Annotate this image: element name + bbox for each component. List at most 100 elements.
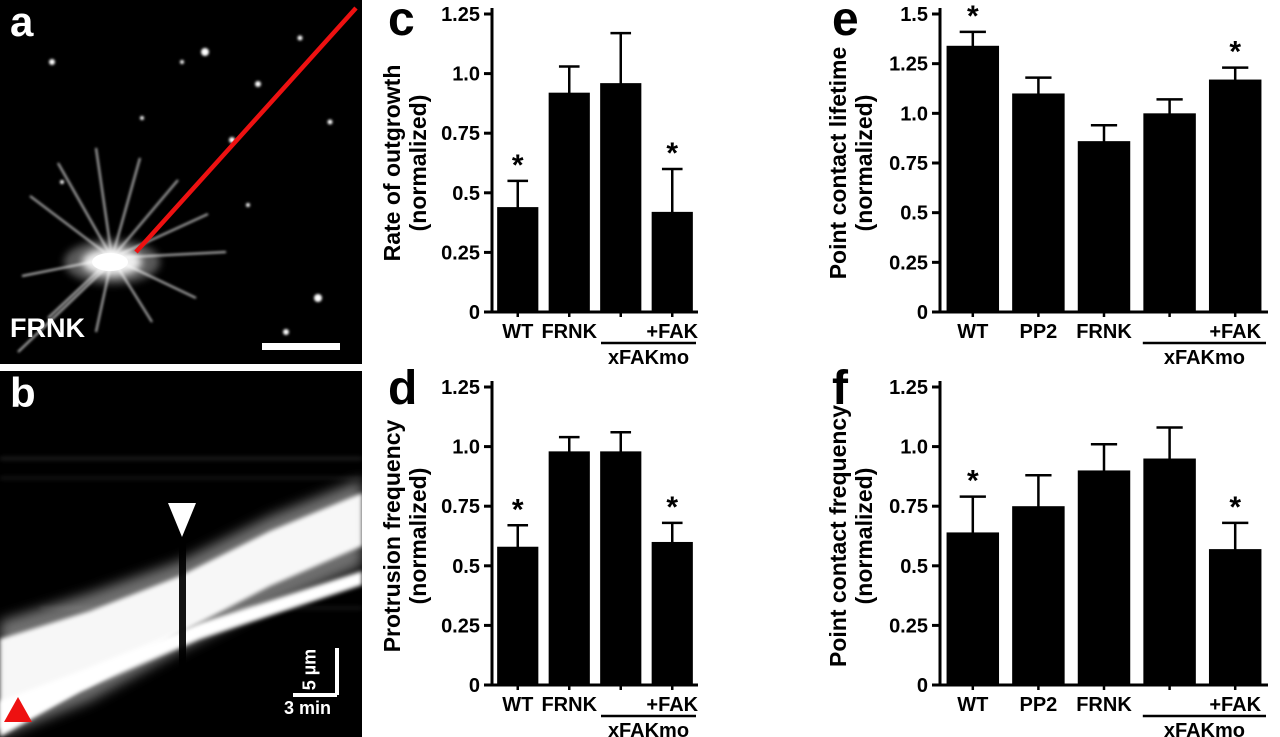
category-label: WT (502, 694, 533, 716)
significance-star: * (666, 137, 678, 170)
significance-star: * (1229, 491, 1241, 524)
bar (497, 546, 539, 685)
category-label: FRNK (1076, 321, 1132, 343)
significance-star: * (967, 465, 979, 498)
y-axis-label: Protrusion frequency (379, 420, 405, 653)
bar (946, 45, 1000, 312)
y-tick-label: 0.5 (900, 556, 928, 578)
growth-cone-image (0, 0, 362, 364)
point-contact-frequency-chart: 0 0.25 0.5 0.75 1.0 1.25 * WT PP2 FRNK * +FAK xFAKmo… (825, 377, 1268, 737)
y-tick-label: 1.25 (889, 54, 928, 76)
y-tick-label: 0.25 (441, 615, 480, 637)
group-bracket-label: xFAKmo (1164, 347, 1245, 366)
y-tick-label: 0.75 (889, 496, 928, 518)
red-arrowhead-icon (4, 697, 32, 722)
y-tick-label: 1.25 (441, 4, 480, 26)
panel-label-a: a (10, 0, 34, 45)
y-tick-label: 0 (469, 302, 480, 324)
category-label: WT (957, 321, 988, 343)
y-tick-label: 0 (469, 675, 480, 697)
rate-of-outgrowth-chart: 0 0.25 0.5 0.75 1.0 1.25 * WT FRNK * +FAK xFAKmo Rat… (379, 4, 699, 369)
kymograph-line-annotation (134, 6, 358, 254)
bar (1208, 79, 1262, 312)
bar (1143, 113, 1196, 312)
significance-star: * (512, 149, 524, 182)
y-tick-label: 0.25 (889, 615, 928, 637)
panel-label-f: f (832, 362, 848, 415)
y-axis-label: Point contact lifetime (825, 47, 851, 280)
image-background (0, 0, 362, 364)
y-tick-label: 0.5 (452, 556, 480, 578)
bar (600, 451, 642, 685)
significance-star: * (666, 491, 678, 524)
group-bracket-label: xFAKmo (608, 347, 689, 366)
micrograph-panel-a: a FRNK (0, 0, 362, 364)
category-label: +FAK (646, 694, 698, 716)
y-axis-label: (normalized) (405, 95, 431, 232)
chart-panel-d: 0 0.25 0.5 0.75 1.0 1.25 * WT FRNK * +FAK xFAKmo Pro… (368, 365, 708, 737)
category-label: FRNK (541, 694, 597, 716)
chart-panel-c: 0 0.25 0.5 0.75 1.0 1.25 * WT FRNK * +FAK xFAKmo Rat… (368, 0, 708, 369)
y-tick-label: 1.25 (889, 377, 928, 399)
y-tick-label: 1.0 (900, 437, 928, 459)
bar (548, 451, 590, 685)
scale-label-horizontal: 3 min (284, 698, 332, 718)
y-axis-label: (normalized) (851, 95, 877, 232)
y-tick-label: 0 (917, 675, 928, 697)
y-tick-label: 1.25 (441, 377, 480, 399)
bar (1077, 141, 1131, 312)
y-tick-label: 1.0 (452, 64, 480, 86)
y-tick-label: 1.0 (452, 437, 480, 459)
kymograph-band-bright-edge (0, 571, 362, 737)
kymograph-panel-b: b 5 µm 3 min (0, 371, 362, 737)
bar (1143, 458, 1196, 685)
category-label: +FAK (1209, 694, 1261, 716)
category-label: FRNK (541, 321, 597, 343)
significance-star: * (967, 0, 979, 33)
chart-panel-f: 0 0.25 0.5 0.75 1.0 1.25 * WT PP2 FRNK * +FAK xFAKmo… (812, 365, 1280, 737)
bar (651, 541, 693, 685)
category-label: +FAK (1209, 321, 1261, 343)
point-contact-lifetime-chart: 0 0.25 0.5 0.75 1.0 1.25 1.5 * WT PP2 FRNK * +FAK xFA… (825, 0, 1268, 369)
photobleach-line (179, 521, 186, 737)
y-tick-label: 0 (917, 302, 928, 324)
group-bracket-label: xFAKmo (1164, 720, 1245, 737)
panel-label-c: c (388, 0, 415, 46)
y-axis-label: (normalized) (851, 468, 877, 605)
y-tick-label: 0.25 (441, 242, 480, 264)
category-label: WT (957, 694, 988, 716)
kymograph-image (0, 371, 362, 737)
panel-a-caption: FRNK (10, 313, 85, 343)
bar (1077, 470, 1131, 685)
panel-label-b: b (10, 371, 36, 416)
y-tick-label: 0.5 (900, 203, 928, 225)
y-tick-label: 0.75 (441, 123, 480, 145)
category-label: WT (502, 321, 533, 343)
group-bracket-label: xFAKmo (608, 720, 689, 737)
bar (548, 92, 590, 312)
y-axis-label: (normalized) (405, 468, 431, 605)
scale-L-marks (293, 648, 339, 697)
category-label: PP2 (1019, 694, 1057, 716)
protrusion-frequency-chart: 0 0.25 0.5 0.75 1.0 1.25 * WT FRNK * +FAK xFAKmo Pro… (379, 377, 699, 737)
y-tick-label: 0.75 (441, 496, 480, 518)
bar (1012, 93, 1065, 312)
y-tick-label: 0.5 (452, 183, 480, 205)
significance-star: * (512, 493, 524, 526)
growth-cone-core (92, 253, 128, 271)
y-tick-label: 1.5 (900, 4, 928, 26)
category-label: FRNK (1076, 694, 1132, 716)
chart-panel-e: 0 0.25 0.5 0.75 1.0 1.25 1.5 * WT PP2 FRNK * +FAK xFA… (812, 0, 1280, 369)
y-tick-label: 1.0 (900, 103, 928, 125)
y-axis-label: Point contact frequency (825, 405, 851, 667)
white-arrowhead-icon (168, 503, 196, 537)
panel-label-d: d (388, 362, 418, 415)
category-label: +FAK (646, 321, 698, 343)
significance-star: * (1229, 36, 1241, 69)
scale-bar (262, 343, 340, 350)
panel-label-e: e (832, 0, 859, 46)
y-axis-label: Rate of outgrowth (379, 65, 405, 262)
category-label: PP2 (1019, 321, 1057, 343)
y-tick-label: 0.75 (889, 153, 928, 175)
